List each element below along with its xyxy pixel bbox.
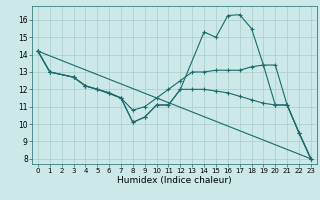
X-axis label: Humidex (Indice chaleur): Humidex (Indice chaleur) [117,176,232,185]
